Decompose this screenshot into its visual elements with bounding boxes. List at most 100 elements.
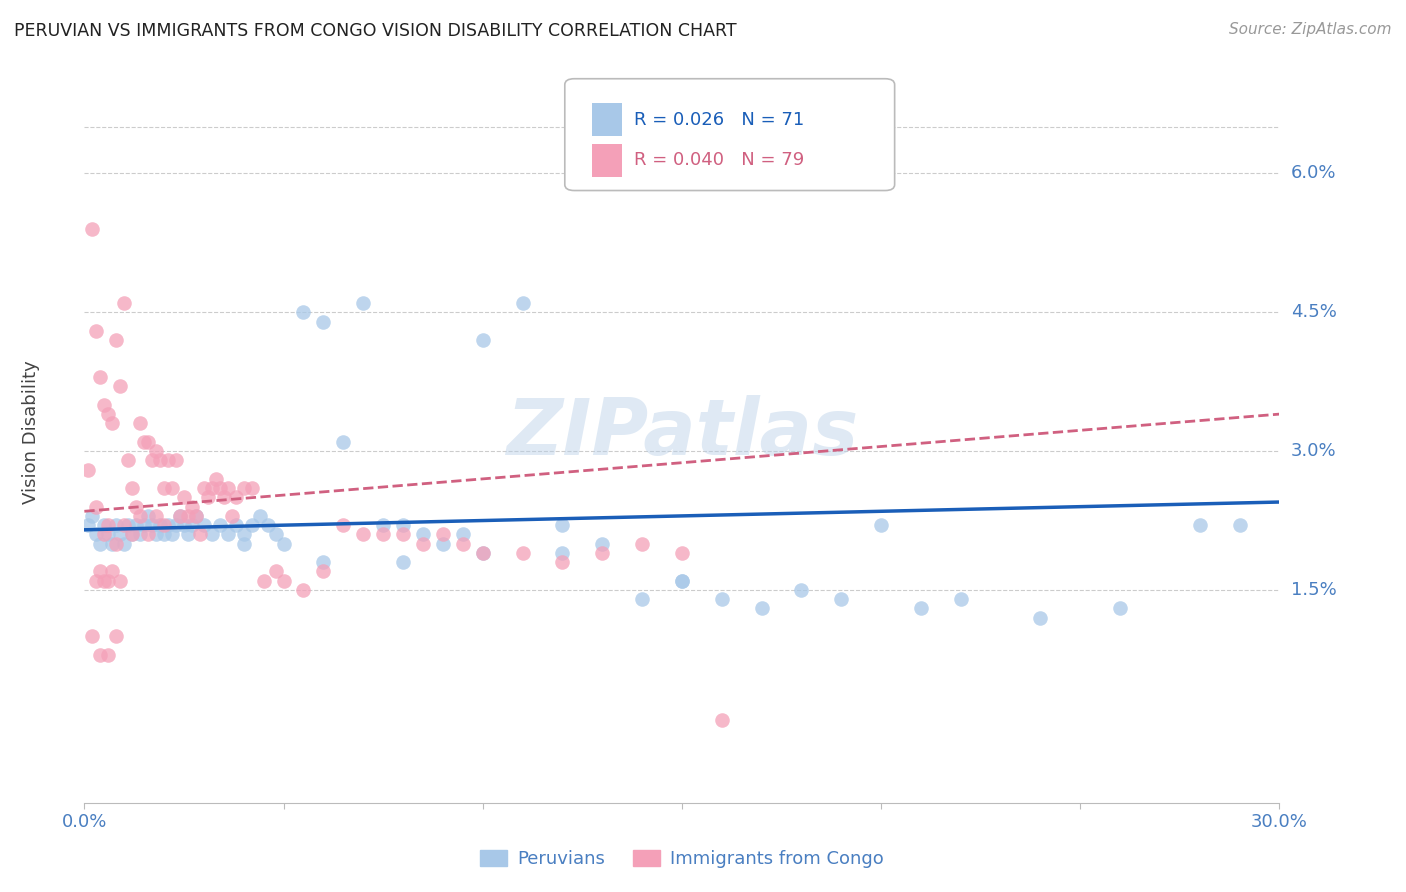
Point (292, 305, 315, 319)
Point (160, 527, 183, 541)
Point (193, 518, 215, 533)
Point (77, 518, 100, 533)
Point (312, 565, 335, 579)
Point (193, 481, 215, 495)
Point (97, 648, 120, 662)
Point (97, 518, 120, 533)
Text: 1.5%: 1.5% (1291, 581, 1336, 599)
Point (710, 713, 733, 727)
Point (93, 574, 115, 588)
Legend: Peruvians, Immigrants from Congo: Peruvians, Immigrants from Congo (472, 843, 891, 875)
Point (110, 574, 132, 588)
Point (512, 546, 534, 560)
Point (112, 518, 135, 533)
Point (273, 574, 295, 588)
FancyBboxPatch shape (592, 144, 623, 178)
Point (240, 518, 263, 533)
Point (86, 500, 108, 514)
Point (153, 527, 176, 541)
Point (1188, 518, 1211, 533)
Text: R = 0.026   N = 71: R = 0.026 N = 71 (634, 112, 804, 129)
Point (132, 434, 156, 449)
Point (312, 314, 335, 328)
Point (132, 518, 156, 533)
Point (141, 453, 163, 467)
Point (412, 527, 434, 541)
Point (392, 527, 415, 541)
Point (352, 296, 374, 310)
Point (145, 527, 167, 541)
Point (591, 536, 613, 550)
Point (89, 536, 111, 550)
Point (105, 333, 128, 347)
Point (82, 222, 104, 236)
Point (184, 508, 207, 523)
Point (89, 370, 111, 384)
Point (232, 527, 254, 541)
Point (264, 565, 287, 579)
Point (149, 518, 172, 533)
Point (82, 508, 104, 523)
Point (551, 546, 574, 560)
Point (208, 518, 231, 533)
Point (432, 527, 454, 541)
Point (121, 527, 143, 541)
Point (82, 629, 104, 643)
Text: R = 0.040   N = 79: R = 0.040 N = 79 (634, 151, 804, 169)
Point (373, 518, 395, 533)
Point (240, 481, 263, 495)
Point (671, 546, 693, 560)
Point (93, 398, 115, 412)
Point (121, 481, 143, 495)
Point (249, 508, 271, 523)
Point (177, 527, 200, 541)
Point (451, 527, 474, 541)
Point (153, 518, 176, 533)
Point (117, 518, 139, 533)
Point (217, 527, 239, 541)
Point (157, 453, 180, 467)
Point (790, 582, 813, 597)
Point (129, 508, 152, 523)
Point (631, 592, 654, 607)
Point (112, 536, 135, 550)
Point (145, 508, 167, 523)
Point (149, 453, 172, 467)
Point (77, 462, 100, 476)
Point (101, 536, 124, 550)
Point (471, 546, 494, 560)
Point (181, 500, 204, 514)
Point (136, 434, 159, 449)
Point (512, 296, 534, 310)
Point (910, 601, 932, 615)
Text: Vision Disability: Vision Disability (21, 360, 39, 505)
Point (232, 536, 254, 550)
Point (292, 582, 315, 597)
Point (751, 601, 773, 615)
Point (197, 491, 219, 505)
Point (671, 574, 693, 588)
Text: 3.0%: 3.0% (1291, 442, 1336, 460)
Point (121, 527, 143, 541)
Point (352, 527, 374, 541)
Text: PERUVIAN VS IMMIGRANTS FROM CONGO VISION DISABILITY CORRELATION CHART: PERUVIAN VS IMMIGRANTS FROM CONGO VISION… (14, 22, 737, 40)
Point (105, 536, 128, 550)
FancyBboxPatch shape (592, 103, 623, 136)
Point (86, 574, 108, 588)
Point (188, 527, 211, 541)
Point (631, 536, 654, 550)
Point (110, 379, 132, 393)
Text: 4.5%: 4.5% (1291, 303, 1337, 321)
Point (256, 518, 278, 533)
Point (89, 565, 111, 579)
Text: 6.0%: 6.0% (1291, 164, 1336, 183)
Point (392, 555, 415, 569)
Point (165, 518, 187, 533)
Point (373, 527, 395, 541)
Point (432, 536, 454, 550)
Point (157, 518, 180, 533)
Point (153, 481, 176, 495)
Point (117, 453, 139, 467)
Point (136, 527, 159, 541)
Point (392, 518, 415, 533)
